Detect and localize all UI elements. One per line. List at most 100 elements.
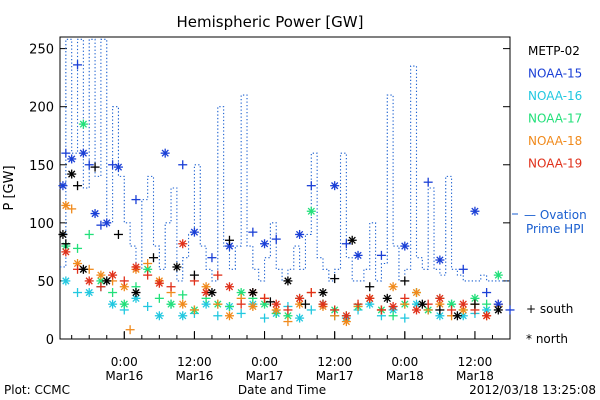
star-stroke — [73, 259, 82, 268]
star-stroke — [62, 248, 70, 256]
star-stroke — [167, 300, 175, 308]
noaa19-marker — [84, 276, 94, 286]
noaa19-marker — [271, 299, 281, 309]
metp02-marker — [189, 270, 199, 280]
noaa19-marker — [318, 299, 328, 309]
star-stroke — [225, 312, 234, 320]
noaa15-marker — [470, 206, 480, 216]
star-stroke — [272, 300, 280, 308]
noaa16-marker — [143, 301, 153, 311]
metp02-marker — [330, 274, 340, 284]
y-tick-label: 0 — [46, 333, 54, 348]
x-tick-date-label: Mar17 — [316, 369, 354, 383]
star-stroke — [401, 242, 409, 250]
x-tick-time-label: 0:00 — [111, 355, 138, 369]
noaa15-marker — [102, 218, 112, 228]
noaa17-marker — [154, 293, 164, 303]
x-axis: 0:00Mar1612:00Mar160:00Mar1712:00Mar170:… — [71, 331, 511, 383]
star-stroke — [91, 209, 99, 218]
noaa17-marker — [78, 119, 88, 129]
noaa16-marker — [108, 299, 118, 309]
star-stroke — [284, 277, 292, 285]
metp02-marker — [58, 229, 68, 239]
noaa17-marker — [84, 229, 94, 239]
star-stroke — [295, 230, 304, 239]
legend-entry: NOAA-16 — [528, 89, 582, 103]
x-tick-time-label: 12:00 — [177, 355, 212, 369]
noaa16-marker — [84, 288, 94, 298]
star-stroke — [62, 277, 70, 285]
y-tick-label: 50 — [37, 275, 54, 290]
star-stroke — [494, 300, 502, 308]
noaa17-marker — [388, 311, 398, 321]
noaa19-marker — [295, 293, 305, 303]
star-stroke — [120, 283, 128, 291]
legend-entry: NOAA-18 — [528, 134, 582, 148]
x-tick-time-label: 0:00 — [391, 355, 418, 369]
star-stroke — [412, 288, 421, 297]
metp02-marker — [73, 181, 83, 191]
star-stroke — [412, 306, 421, 314]
y-axis-label: P [GW] — [2, 165, 17, 210]
star-stroke — [284, 312, 292, 320]
noaa15-marker — [78, 148, 88, 158]
noaa18-marker — [178, 299, 188, 309]
noaa16-marker — [260, 313, 270, 323]
noaa15-marker — [330, 181, 340, 191]
y-axis: 0 50 100 150 200 250 — [29, 43, 510, 348]
x-tick-time-label: 12:00 — [317, 355, 352, 369]
star-stroke — [108, 300, 117, 308]
noaa17-marker — [119, 299, 129, 309]
noaa15-marker — [178, 160, 188, 170]
noaa19-marker — [482, 311, 492, 321]
noaa15-marker — [353, 250, 363, 260]
star-stroke — [459, 306, 467, 314]
x-tick-date-label: Mar16 — [175, 369, 213, 383]
noaa19-marker — [306, 288, 316, 298]
noaa16-marker — [236, 308, 246, 318]
noaa17-marker — [306, 206, 316, 216]
star-stroke — [436, 294, 444, 302]
noaa15-marker — [61, 148, 71, 158]
metp02-marker — [347, 235, 357, 245]
metp02-marker — [90, 162, 100, 172]
noaa19-marker — [458, 299, 468, 309]
noaa18-marker — [388, 282, 398, 292]
star-stroke — [366, 300, 374, 308]
noaa16-marker — [73, 288, 83, 298]
star-stroke — [103, 277, 111, 285]
noaa19-marker — [131, 262, 141, 272]
star-stroke — [342, 317, 351, 326]
star-stroke — [144, 265, 152, 273]
metp02-marker — [102, 276, 112, 286]
noaa17-marker — [178, 290, 188, 300]
legend-north: * north — [526, 332, 568, 346]
star-stroke — [132, 294, 140, 302]
footer-timestamp: 2012/03/18 13:25:08 — [469, 383, 596, 397]
chart-title: Hemispheric Power [GW] — [177, 13, 364, 31]
x-tick-date-label: Mar16 — [105, 369, 143, 383]
star-stroke — [249, 302, 257, 311]
star-stroke — [295, 294, 304, 302]
star-stroke — [79, 265, 88, 273]
noaa19-marker — [365, 293, 375, 303]
noaa16-marker — [154, 311, 164, 321]
noaa19-marker — [61, 247, 71, 257]
star-stroke — [272, 306, 280, 314]
star-stroke — [237, 288, 245, 297]
star-stroke — [68, 170, 76, 178]
noaa19-marker — [388, 301, 398, 311]
noaa18-marker — [248, 301, 258, 311]
noaa18-marker — [411, 288, 421, 298]
noaa19-marker — [178, 239, 188, 249]
metp02-marker — [435, 305, 445, 315]
noaa19-marker — [353, 299, 363, 309]
star-stroke — [348, 236, 356, 244]
noaa15-marker — [113, 162, 123, 172]
y-tick-label: 250 — [29, 43, 54, 58]
metp02-marker — [265, 297, 275, 307]
star-stroke — [471, 207, 479, 215]
metp02-marker — [67, 169, 77, 179]
star-stroke — [331, 182, 339, 190]
metp02-marker — [224, 235, 234, 245]
